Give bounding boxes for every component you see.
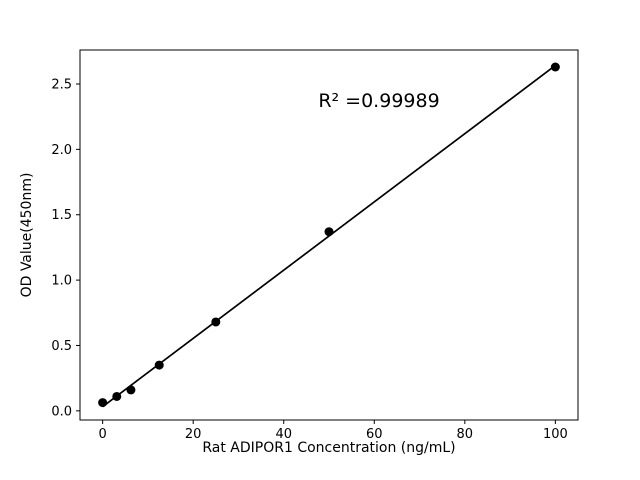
y-tick-label: 2.5 bbox=[51, 77, 72, 92]
data-point bbox=[324, 227, 334, 237]
y-tick-label: 0.5 bbox=[51, 339, 72, 354]
data-point bbox=[154, 360, 164, 370]
x-tick-label: 60 bbox=[366, 427, 383, 442]
x-tick-label: 40 bbox=[275, 427, 292, 442]
y-tick-label: 1.0 bbox=[51, 274, 72, 289]
x-axis-label: Rat ADIPOR1 Concentration (ng/mL) bbox=[202, 440, 456, 456]
data-point bbox=[112, 391, 122, 401]
x-tick-label: 80 bbox=[457, 427, 474, 442]
x-tick-label: 100 bbox=[543, 427, 568, 442]
x-tick-label: 0 bbox=[98, 427, 106, 442]
y-axis-label: OD Value(450nm) bbox=[19, 172, 35, 298]
y-tick-label: 2.0 bbox=[51, 143, 72, 158]
data-point bbox=[211, 317, 221, 327]
x-tick-label: 20 bbox=[185, 427, 202, 442]
y-tick-label: 0.0 bbox=[51, 404, 72, 419]
data-point bbox=[98, 398, 108, 408]
data-point bbox=[550, 62, 560, 72]
r-squared-annotation: R² =0.99989 bbox=[318, 90, 440, 112]
data-point bbox=[126, 385, 136, 395]
y-tick-label: 1.5 bbox=[51, 208, 72, 223]
plot-border bbox=[79, 49, 579, 421]
